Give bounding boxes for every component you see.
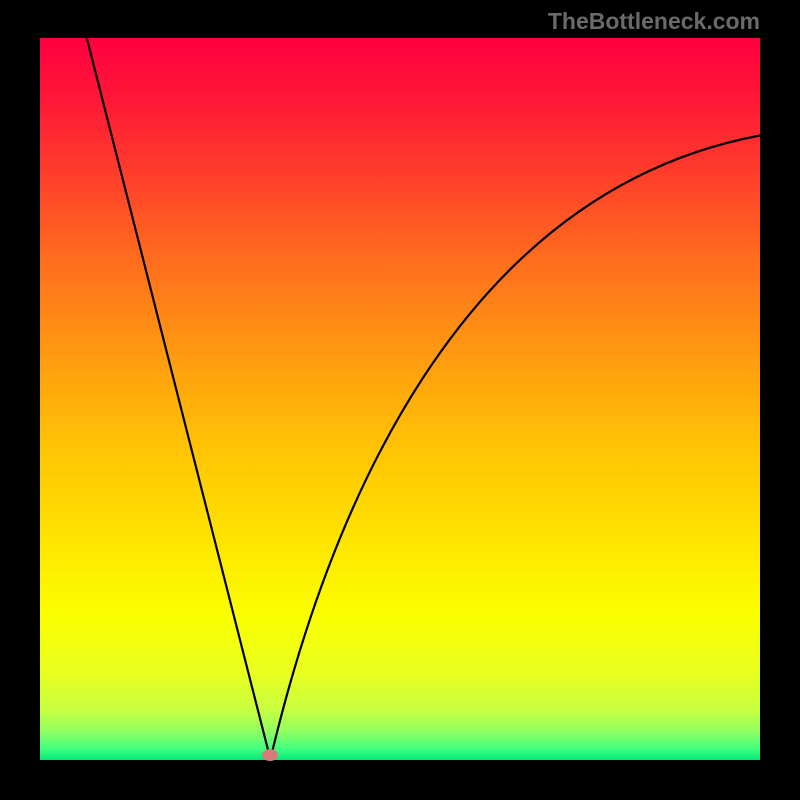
chart-container: TheBottleneck.com xyxy=(0,0,800,800)
watermark-text: TheBottleneck.com xyxy=(548,8,760,35)
bottleneck-curve xyxy=(40,38,760,760)
minimum-marker xyxy=(262,749,278,761)
plot-area xyxy=(40,38,760,760)
curve-path xyxy=(87,38,760,759)
